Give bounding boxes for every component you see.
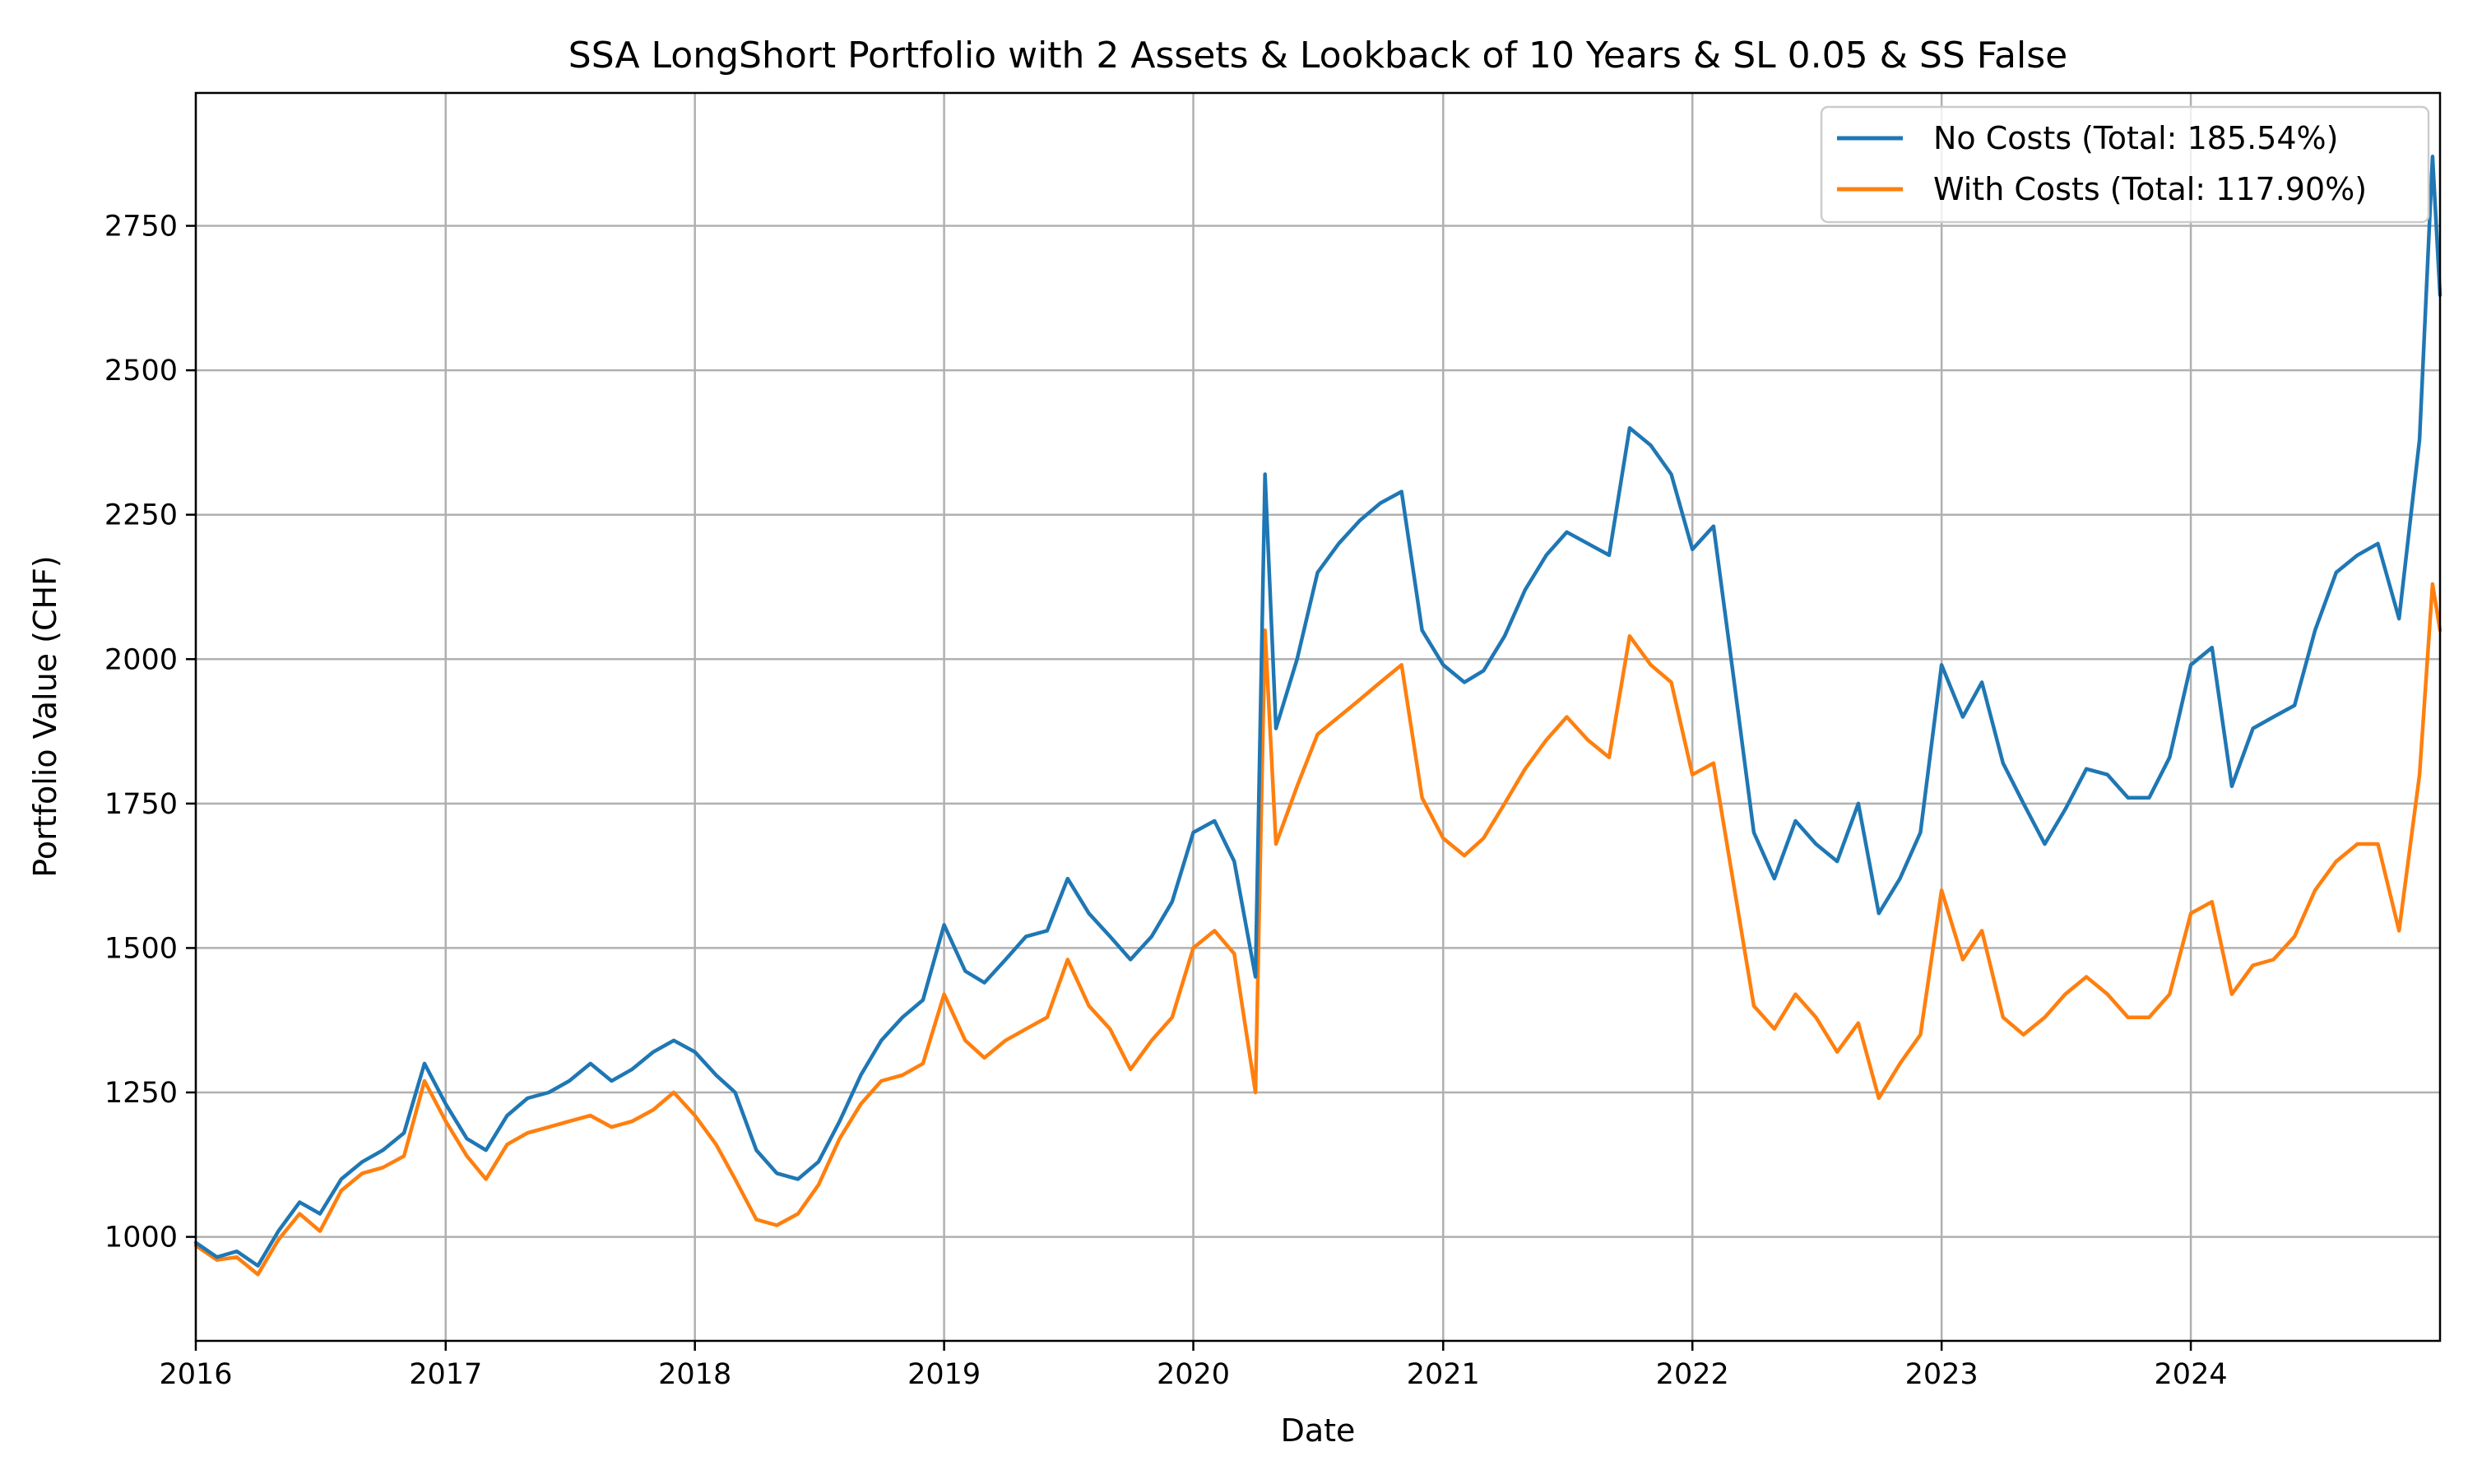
series-line-no-costs [193, 155, 2442, 1268]
x-tick-label: 2023 [1905, 1358, 1979, 1391]
x-tick-label: 2018 [658, 1358, 731, 1391]
chart-title: SSA LongShort Portfolio with 2 Assets & … [568, 35, 2067, 77]
x-tick-label: 2020 [1157, 1358, 1230, 1391]
x-tick-label: 2022 [1656, 1358, 1729, 1391]
x-tick-label: 2016 [159, 1358, 232, 1391]
legend-box [1820, 105, 2430, 224]
y-tick-label: 2750 [104, 211, 178, 243]
y-tick-label: 2000 [104, 643, 178, 676]
plot-area-frame [194, 91, 2442, 1343]
x-tick-label: 2017 [409, 1358, 482, 1391]
legend-label-no-costs: No Costs (Total: 185.54%) [1933, 120, 2338, 156]
legend: No Costs (Total: 185.54%) With Costs (To… [1820, 105, 2430, 224]
series-lines [193, 155, 2442, 1277]
y-tick-label: 1000 [104, 1222, 178, 1254]
y-tick-label: 2250 [104, 499, 178, 532]
axis-ticks: 2016 2017 2018 2019 2020 2021 2022 2023 2024 1000… [104, 211, 2228, 1391]
y-tick-label: 1750 [104, 788, 178, 821]
y-tick-label: 1500 [104, 932, 178, 965]
x-tick-label: 2024 [2155, 1358, 2228, 1391]
x-tick-label: 2021 [1407, 1358, 1480, 1391]
y-tick-label: 1250 [104, 1077, 178, 1110]
grid-lines [194, 93, 2440, 1341]
y-tick-label: 2500 [104, 355, 178, 387]
y-axis-label: Portfolio Value (CHF) [27, 555, 63, 877]
legend-label-with-costs: With Costs (Total: 117.90%) [1933, 171, 2367, 207]
x-tick-label: 2019 [907, 1358, 981, 1391]
x-axis-label: Date [1281, 1412, 1356, 1449]
series-line-with-costs [193, 582, 2442, 1277]
